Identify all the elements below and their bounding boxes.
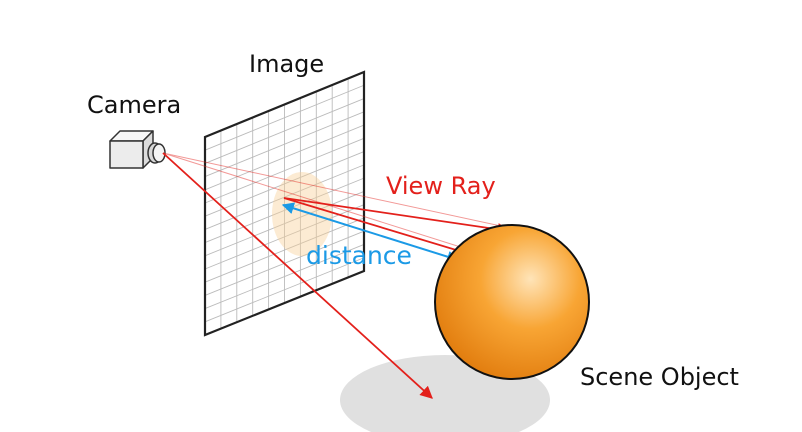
label-view-ray: View Ray [386,172,496,200]
grid-line-horizontal [204,111,365,178]
grid-line-horizontal [204,124,365,191]
distance-arrow [281,202,460,263]
grid-line-horizontal [204,257,365,323]
label-camera: Camera [87,91,181,119]
grid-line-horizontal [204,151,365,217]
label-image: Image [249,50,324,78]
grid-line-horizontal [204,137,365,204]
camera-icon [109,130,166,169]
label-scene-object: Scene Object [580,363,739,391]
label-distance: distance [306,241,412,270]
view-ray-main [162,152,433,399]
scene-sphere [434,224,590,380]
image-plane [203,70,366,337]
image-plane-frame [203,70,366,337]
grid-line-horizontal [204,98,365,164]
grid-line-horizontal [204,164,365,230]
grid-line-horizontal [204,84,365,151]
